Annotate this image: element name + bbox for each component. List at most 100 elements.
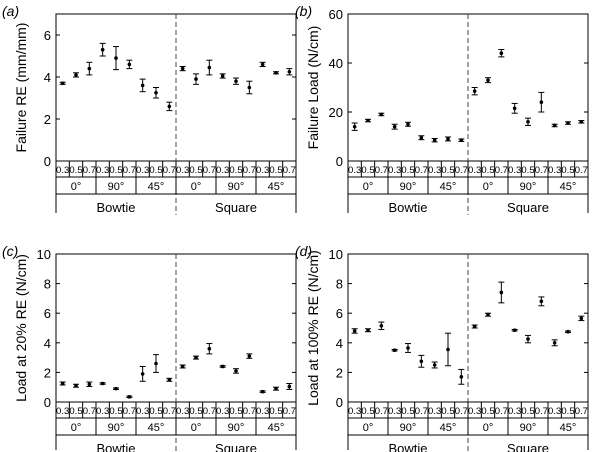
level-label: 0.3: [216, 406, 229, 417]
data-point: [499, 290, 504, 295]
data-point: [60, 81, 65, 86]
y-axis-label: Failure Load (N/cm): [305, 26, 321, 150]
data-point: [379, 323, 384, 328]
data-point: [459, 375, 464, 379]
y-tick-label: 2: [44, 112, 51, 127]
level-label: 0.7: [495, 406, 508, 417]
level-label: 0.3: [508, 406, 521, 417]
level-label: 0.7: [83, 165, 96, 176]
group-label: Bowtie: [388, 441, 427, 452]
angle-label: 45°: [268, 422, 285, 434]
data-point: [526, 337, 530, 341]
data-point: [419, 135, 424, 140]
level-label: 0.3: [96, 406, 109, 417]
data-point: [539, 299, 544, 304]
y-tick-label: 2: [336, 365, 343, 380]
level-label: 0.5: [269, 406, 282, 417]
data-point: [127, 395, 132, 399]
y-axis-label: Load at 20% RE (N/cm): [13, 254, 29, 402]
data-point: [566, 329, 570, 334]
data-point: [432, 363, 437, 367]
level-label: 0.3: [136, 406, 149, 417]
y-tick-label: 8: [336, 277, 343, 292]
angle-label: 90°: [108, 181, 125, 193]
panel-label: (b): [295, 3, 312, 19]
data-point: [274, 71, 278, 75]
data-point: [194, 355, 198, 360]
data-point: [287, 69, 292, 74]
level-label: 0.5: [561, 165, 574, 176]
level-label: 0.7: [575, 406, 588, 417]
data-point: [220, 364, 225, 369]
data-point: [287, 384, 292, 389]
angle-label: 0°: [191, 422, 202, 434]
angle-label: 0°: [191, 181, 202, 193]
group-label: Square: [215, 200, 257, 215]
group-label: Bowtie: [96, 200, 135, 215]
data-point: [472, 324, 477, 329]
level-label: 0.7: [163, 406, 176, 417]
level-label: 0.5: [109, 406, 122, 417]
data-point: [234, 79, 238, 83]
data-point: [207, 65, 212, 70]
data-point: [114, 56, 118, 60]
level-label: 0.3: [468, 165, 481, 176]
data-point: [167, 104, 172, 109]
level-label: 0.5: [401, 165, 414, 176]
data-point: [432, 138, 437, 142]
data-point: [526, 120, 530, 124]
level-label: 0.7: [163, 165, 176, 176]
angle-label: 45°: [440, 422, 457, 434]
level-label: 0.3: [176, 165, 189, 176]
data-point: [87, 66, 92, 71]
level-label: 0.5: [229, 406, 242, 417]
level-label: 0.3: [56, 165, 69, 176]
data-point: [406, 122, 410, 127]
level-label: 0.3: [256, 406, 269, 417]
data-point: [207, 346, 212, 351]
data-point: [552, 341, 557, 345]
data-point: [74, 383, 78, 388]
y-tick-label: 6: [336, 306, 343, 321]
data-point: [234, 369, 238, 373]
angle-label: 45°: [148, 181, 165, 193]
level-label: 0.3: [96, 165, 109, 176]
y-tick-label: 60: [329, 7, 343, 22]
data-point: [260, 62, 265, 67]
y-tick-label: 4: [44, 70, 51, 85]
level-label: 0.7: [495, 165, 508, 176]
level-label: 0.3: [428, 406, 441, 417]
panel-label: (d): [295, 243, 312, 259]
level-label: 0.7: [283, 165, 296, 176]
data-point: [446, 137, 450, 141]
level-label: 0.3: [468, 406, 481, 417]
y-tick-label: 2: [44, 365, 51, 380]
level-label: 0.5: [149, 406, 162, 417]
level-label: 0.7: [455, 406, 468, 417]
level-label: 0.5: [109, 165, 122, 176]
y-tick-label: 4: [336, 336, 343, 351]
level-label: 0.3: [216, 165, 229, 176]
data-point: [552, 123, 557, 128]
data-point: [154, 90, 158, 95]
level-label: 0.3: [548, 165, 561, 176]
data-point: [180, 364, 185, 369]
level-label: 0.5: [69, 165, 82, 176]
level-label: 0.5: [481, 165, 494, 176]
panel-label: (a): [2, 3, 19, 19]
data-point: [114, 386, 118, 391]
level-label: 0.7: [535, 165, 548, 176]
data-point: [499, 51, 504, 55]
level-label: 0.3: [388, 406, 401, 417]
angle-label: 0°: [71, 422, 82, 434]
y-tick-label: 20: [329, 105, 343, 120]
group-label: Square: [507, 441, 549, 452]
y-tick-label: 40: [329, 56, 343, 71]
data-point: [180, 66, 185, 71]
data-point: [366, 328, 370, 333]
level-label: 0.5: [361, 165, 374, 176]
